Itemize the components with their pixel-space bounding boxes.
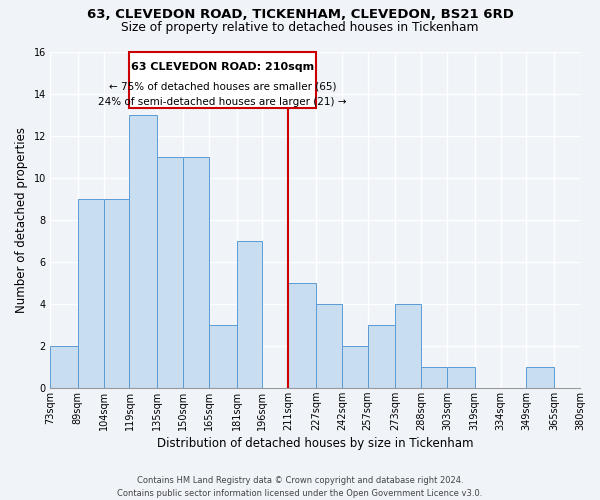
Text: ← 75% of detached houses are smaller (65): ← 75% of detached houses are smaller (65… [109, 81, 337, 91]
Bar [421, 367, 447, 388]
Bar [526, 367, 554, 388]
Bar [104, 198, 130, 388]
Bar [288, 282, 316, 388]
Y-axis label: Number of detached properties: Number of detached properties [15, 126, 28, 312]
Bar [316, 304, 342, 388]
X-axis label: Distribution of detached houses by size in Tickenham: Distribution of detached houses by size … [157, 437, 473, 450]
Bar [447, 367, 475, 388]
Bar [368, 324, 395, 388]
Text: 63 CLEVEDON ROAD: 210sqm: 63 CLEVEDON ROAD: 210sqm [131, 62, 314, 72]
Text: 63, CLEVEDON ROAD, TICKENHAM, CLEVEDON, BS21 6RD: 63, CLEVEDON ROAD, TICKENHAM, CLEVEDON, … [86, 8, 514, 21]
Bar [50, 346, 78, 388]
Bar [130, 114, 157, 388]
Text: Size of property relative to detached houses in Tickenham: Size of property relative to detached ho… [121, 22, 479, 35]
Bar [236, 240, 262, 388]
Bar [395, 304, 421, 388]
Bar [342, 346, 368, 388]
Text: 24% of semi-detached houses are larger (21) →: 24% of semi-detached houses are larger (… [98, 97, 347, 107]
Bar [78, 198, 104, 388]
Bar [209, 324, 236, 388]
Text: Contains HM Land Registry data © Crown copyright and database right 2024.
Contai: Contains HM Land Registry data © Crown c… [118, 476, 482, 498]
Bar [157, 156, 183, 388]
FancyBboxPatch shape [130, 52, 316, 108]
Bar [183, 156, 209, 388]
